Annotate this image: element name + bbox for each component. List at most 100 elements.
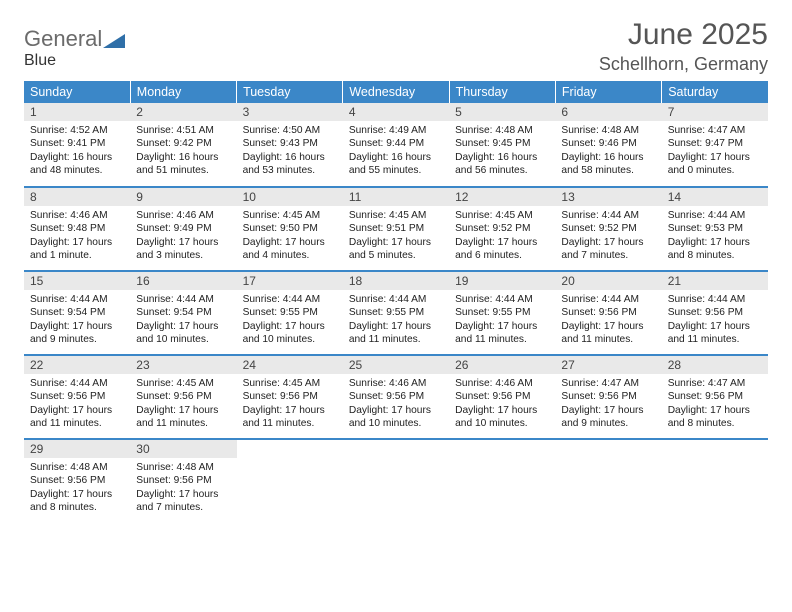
day-details: Sunrise: 4:45 AMSunset: 9:51 PMDaylight:… bbox=[343, 206, 449, 267]
day-number: 18 bbox=[343, 272, 449, 290]
day-details: Sunrise: 4:45 AMSunset: 9:52 PMDaylight:… bbox=[449, 206, 555, 267]
day-details: Sunrise: 4:48 AMSunset: 9:56 PMDaylight:… bbox=[130, 458, 236, 519]
calendar-day: 8Sunrise: 4:46 AMSunset: 9:48 PMDaylight… bbox=[24, 187, 130, 271]
weekday-header: Wednesday bbox=[343, 81, 449, 103]
calendar-day: 2Sunrise: 4:51 AMSunset: 9:42 PMDaylight… bbox=[130, 103, 236, 187]
day-number: 16 bbox=[130, 272, 236, 290]
day-details: Sunrise: 4:47 AMSunset: 9:56 PMDaylight:… bbox=[662, 374, 768, 435]
weekday-header: Sunday bbox=[24, 81, 130, 103]
calendar-day: .. bbox=[662, 439, 768, 523]
day-number: 17 bbox=[237, 272, 343, 290]
calendar-day: 6Sunrise: 4:48 AMSunset: 9:46 PMDaylight… bbox=[555, 103, 661, 187]
day-number: 9 bbox=[130, 188, 236, 206]
calendar-day: 19Sunrise: 4:44 AMSunset: 9:55 PMDayligh… bbox=[449, 271, 555, 355]
day-details: Sunrise: 4:44 AMSunset: 9:56 PMDaylight:… bbox=[24, 374, 130, 435]
calendar-day: 23Sunrise: 4:45 AMSunset: 9:56 PMDayligh… bbox=[130, 355, 236, 439]
day-number: 14 bbox=[662, 188, 768, 206]
day-number: 4 bbox=[343, 103, 449, 121]
day-number: 29 bbox=[24, 440, 130, 458]
day-number: 19 bbox=[449, 272, 555, 290]
calendar-day: 11Sunrise: 4:45 AMSunset: 9:51 PMDayligh… bbox=[343, 187, 449, 271]
calendar-day: 9Sunrise: 4:46 AMSunset: 9:49 PMDaylight… bbox=[130, 187, 236, 271]
calendar-day: 3Sunrise: 4:50 AMSunset: 9:43 PMDaylight… bbox=[237, 103, 343, 187]
calendar-body: 1Sunrise: 4:52 AMSunset: 9:41 PMDaylight… bbox=[24, 103, 768, 523]
day-details: Sunrise: 4:44 AMSunset: 9:54 PMDaylight:… bbox=[130, 290, 236, 351]
header-row: General Blue June 2025 Schellhorn, Germa… bbox=[24, 18, 768, 75]
day-details: Sunrise: 4:47 AMSunset: 9:56 PMDaylight:… bbox=[555, 374, 661, 435]
calendar-day: 25Sunrise: 4:46 AMSunset: 9:56 PMDayligh… bbox=[343, 355, 449, 439]
calendar-day: 22Sunrise: 4:44 AMSunset: 9:56 PMDayligh… bbox=[24, 355, 130, 439]
day-number: 10 bbox=[237, 188, 343, 206]
day-details: Sunrise: 4:46 AMSunset: 9:56 PMDaylight:… bbox=[449, 374, 555, 435]
calendar-day: 17Sunrise: 4:44 AMSunset: 9:55 PMDayligh… bbox=[237, 271, 343, 355]
day-details: Sunrise: 4:51 AMSunset: 9:42 PMDaylight:… bbox=[130, 121, 236, 182]
calendar-day: 14Sunrise: 4:44 AMSunset: 9:53 PMDayligh… bbox=[662, 187, 768, 271]
title-location: Schellhorn, Germany bbox=[599, 54, 768, 75]
weekday-header: Monday bbox=[130, 81, 236, 103]
brand-word-2: Blue bbox=[24, 52, 56, 69]
calendar-day: 5Sunrise: 4:48 AMSunset: 9:45 PMDaylight… bbox=[449, 103, 555, 187]
calendar-day: 13Sunrise: 4:44 AMSunset: 9:52 PMDayligh… bbox=[555, 187, 661, 271]
brand-word-1: General bbox=[24, 26, 102, 52]
calendar-day: .. bbox=[237, 439, 343, 523]
weekday-header: Thursday bbox=[449, 81, 555, 103]
calendar-day: 12Sunrise: 4:45 AMSunset: 9:52 PMDayligh… bbox=[449, 187, 555, 271]
day-number: 22 bbox=[24, 356, 130, 374]
calendar-day: 1Sunrise: 4:52 AMSunset: 9:41 PMDaylight… bbox=[24, 103, 130, 187]
calendar-day: 15Sunrise: 4:44 AMSunset: 9:54 PMDayligh… bbox=[24, 271, 130, 355]
calendar-day: 24Sunrise: 4:45 AMSunset: 9:56 PMDayligh… bbox=[237, 355, 343, 439]
day-details: Sunrise: 4:44 AMSunset: 9:56 PMDaylight:… bbox=[555, 290, 661, 351]
brand-logo: General Blue bbox=[24, 18, 126, 70]
day-number: 30 bbox=[130, 440, 236, 458]
calendar-day: 18Sunrise: 4:44 AMSunset: 9:55 PMDayligh… bbox=[343, 271, 449, 355]
day-details: Sunrise: 4:44 AMSunset: 9:54 PMDaylight:… bbox=[24, 290, 130, 351]
calendar-week: 8Sunrise: 4:46 AMSunset: 9:48 PMDaylight… bbox=[24, 187, 768, 271]
calendar-page: General Blue June 2025 Schellhorn, Germa… bbox=[0, 0, 792, 523]
day-number: 1 bbox=[24, 103, 130, 121]
calendar-day: 7Sunrise: 4:47 AMSunset: 9:47 PMDaylight… bbox=[662, 103, 768, 187]
calendar-day: 26Sunrise: 4:46 AMSunset: 9:56 PMDayligh… bbox=[449, 355, 555, 439]
day-details: Sunrise: 4:44 AMSunset: 9:55 PMDaylight:… bbox=[343, 290, 449, 351]
day-details: Sunrise: 4:49 AMSunset: 9:44 PMDaylight:… bbox=[343, 121, 449, 182]
day-details: Sunrise: 4:48 AMSunset: 9:56 PMDaylight:… bbox=[24, 458, 130, 519]
day-details: Sunrise: 4:44 AMSunset: 9:55 PMDaylight:… bbox=[237, 290, 343, 351]
calendar-week: 15Sunrise: 4:44 AMSunset: 9:54 PMDayligh… bbox=[24, 271, 768, 355]
day-number: 3 bbox=[237, 103, 343, 121]
calendar-day: 28Sunrise: 4:47 AMSunset: 9:56 PMDayligh… bbox=[662, 355, 768, 439]
day-number: 25 bbox=[343, 356, 449, 374]
title-month: June 2025 bbox=[599, 18, 768, 52]
calendar-day: .. bbox=[343, 439, 449, 523]
calendar-table: SundayMondayTuesdayWednesdayThursdayFrid… bbox=[24, 81, 768, 523]
calendar-day: .. bbox=[449, 439, 555, 523]
day-number: 21 bbox=[662, 272, 768, 290]
day-number: 15 bbox=[24, 272, 130, 290]
day-details: Sunrise: 4:48 AMSunset: 9:45 PMDaylight:… bbox=[449, 121, 555, 182]
calendar-day: 21Sunrise: 4:44 AMSunset: 9:56 PMDayligh… bbox=[662, 271, 768, 355]
day-number: 27 bbox=[555, 356, 661, 374]
brand-triangle-icon bbox=[103, 30, 125, 46]
day-number: 11 bbox=[343, 188, 449, 206]
day-number: 12 bbox=[449, 188, 555, 206]
day-details: Sunrise: 4:44 AMSunset: 9:53 PMDaylight:… bbox=[662, 206, 768, 267]
calendar-week: 22Sunrise: 4:44 AMSunset: 9:56 PMDayligh… bbox=[24, 355, 768, 439]
day-number: 5 bbox=[449, 103, 555, 121]
day-details: Sunrise: 4:50 AMSunset: 9:43 PMDaylight:… bbox=[237, 121, 343, 182]
weekday-header-row: SundayMondayTuesdayWednesdayThursdayFrid… bbox=[24, 81, 768, 103]
day-details: Sunrise: 4:47 AMSunset: 9:47 PMDaylight:… bbox=[662, 121, 768, 182]
day-number: 20 bbox=[555, 272, 661, 290]
day-details: Sunrise: 4:44 AMSunset: 9:56 PMDaylight:… bbox=[662, 290, 768, 351]
calendar-day: 16Sunrise: 4:44 AMSunset: 9:54 PMDayligh… bbox=[130, 271, 236, 355]
calendar-day: .. bbox=[555, 439, 661, 523]
calendar-day: 10Sunrise: 4:45 AMSunset: 9:50 PMDayligh… bbox=[237, 187, 343, 271]
day-number: 2 bbox=[130, 103, 236, 121]
weekday-header: Saturday bbox=[662, 81, 768, 103]
calendar-day: 27Sunrise: 4:47 AMSunset: 9:56 PMDayligh… bbox=[555, 355, 661, 439]
calendar-week: 29Sunrise: 4:48 AMSunset: 9:56 PMDayligh… bbox=[24, 439, 768, 523]
day-details: Sunrise: 4:44 AMSunset: 9:52 PMDaylight:… bbox=[555, 206, 661, 267]
day-details: Sunrise: 4:46 AMSunset: 9:48 PMDaylight:… bbox=[24, 206, 130, 267]
day-number: 26 bbox=[449, 356, 555, 374]
day-number: 6 bbox=[555, 103, 661, 121]
day-details: Sunrise: 4:45 AMSunset: 9:50 PMDaylight:… bbox=[237, 206, 343, 267]
calendar-day: 4Sunrise: 4:49 AMSunset: 9:44 PMDaylight… bbox=[343, 103, 449, 187]
calendar-day: 30Sunrise: 4:48 AMSunset: 9:56 PMDayligh… bbox=[130, 439, 236, 523]
